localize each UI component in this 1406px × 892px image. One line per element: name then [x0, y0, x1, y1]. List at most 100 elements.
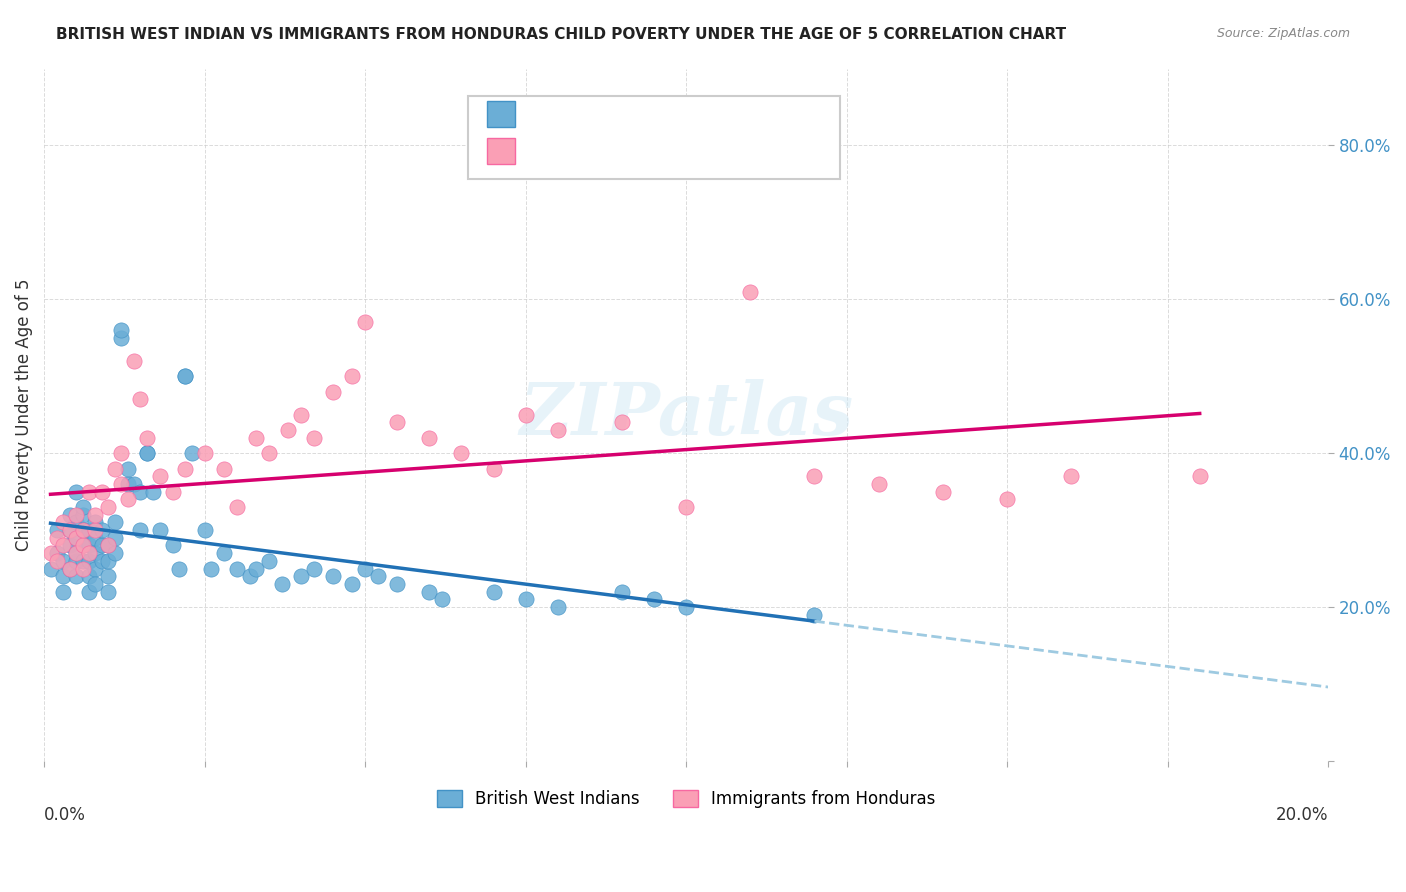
Point [65, 484, 87, 499]
Point [162, 538, 184, 552]
Point [104, 546, 127, 560]
Point [65, 569, 87, 583]
Point [104, 531, 127, 545]
Point [142, 484, 165, 499]
Point [515, 592, 537, 607]
Point [322, 384, 344, 399]
Point [84, 577, 107, 591]
Point [180, 446, 202, 460]
Point [270, 577, 292, 591]
Point [245, 431, 267, 445]
Point [354, 561, 377, 575]
Point [52, 569, 75, 583]
Point [97, 569, 120, 583]
Text: R = -0.041   N = 81: R = -0.041 N = 81 [519, 104, 725, 122]
Point [77, 554, 100, 568]
Point [77, 484, 100, 499]
Point [90, 523, 112, 537]
Point [225, 561, 247, 575]
Point [418, 584, 440, 599]
Point [72, 508, 94, 522]
Point [135, 431, 157, 445]
Point [675, 500, 697, 514]
Point [167, 561, 190, 575]
Point [72, 500, 94, 514]
Point [65, 531, 87, 545]
Point [354, 315, 377, 329]
Point [257, 446, 280, 460]
Point [290, 408, 312, 422]
Point [212, 461, 235, 475]
Point [104, 516, 127, 530]
Point [302, 561, 325, 575]
Point [1060, 469, 1083, 483]
Point [225, 500, 247, 514]
Point [77, 523, 100, 537]
Point [212, 546, 235, 560]
Point [104, 461, 127, 475]
Point [675, 599, 697, 614]
Point [174, 369, 197, 384]
Point [868, 476, 890, 491]
Point [110, 331, 132, 345]
Point [245, 561, 267, 575]
FancyBboxPatch shape [486, 137, 516, 164]
Point [52, 538, 75, 552]
Point [65, 508, 87, 522]
FancyBboxPatch shape [468, 96, 841, 179]
Point [149, 523, 172, 537]
Point [238, 569, 260, 583]
Point [72, 561, 94, 575]
Point [803, 607, 825, 622]
Point [65, 516, 87, 530]
Point [803, 469, 825, 483]
Point [610, 584, 633, 599]
Point [65, 546, 87, 560]
Point [59, 561, 82, 575]
Point [482, 584, 505, 599]
Point [342, 369, 364, 384]
Point [482, 461, 505, 475]
Point [129, 392, 152, 407]
Point [72, 523, 94, 537]
Text: 0.0%: 0.0% [44, 805, 86, 824]
Point [135, 446, 157, 460]
Point [72, 538, 94, 552]
Point [740, 285, 762, 299]
Point [65, 531, 87, 545]
Point [547, 423, 569, 437]
Point [194, 446, 217, 460]
Point [450, 446, 472, 460]
Point [46, 546, 69, 560]
Point [430, 592, 453, 607]
Point [110, 476, 132, 491]
Point [97, 538, 120, 552]
Point [77, 584, 100, 599]
Point [342, 577, 364, 591]
Point [90, 484, 112, 499]
Point [418, 431, 440, 445]
Point [84, 516, 107, 530]
Point [46, 554, 69, 568]
Point [129, 523, 152, 537]
Point [610, 416, 633, 430]
Point [367, 569, 389, 583]
Point [162, 484, 184, 499]
Point [97, 554, 120, 568]
Point [46, 531, 69, 545]
Text: 20.0%: 20.0% [1275, 805, 1329, 824]
Point [149, 469, 172, 483]
Point [387, 416, 409, 430]
Point [65, 546, 87, 560]
Point [97, 584, 120, 599]
Text: ZIPatlas: ZIPatlas [519, 379, 853, 450]
Point [59, 561, 82, 575]
Point [117, 492, 139, 507]
Point [302, 431, 325, 445]
Point [174, 369, 197, 384]
Point [122, 354, 145, 368]
Text: Source: ZipAtlas.com: Source: ZipAtlas.com [1216, 27, 1350, 40]
Point [46, 523, 69, 537]
Point [72, 554, 94, 568]
Point [290, 569, 312, 583]
